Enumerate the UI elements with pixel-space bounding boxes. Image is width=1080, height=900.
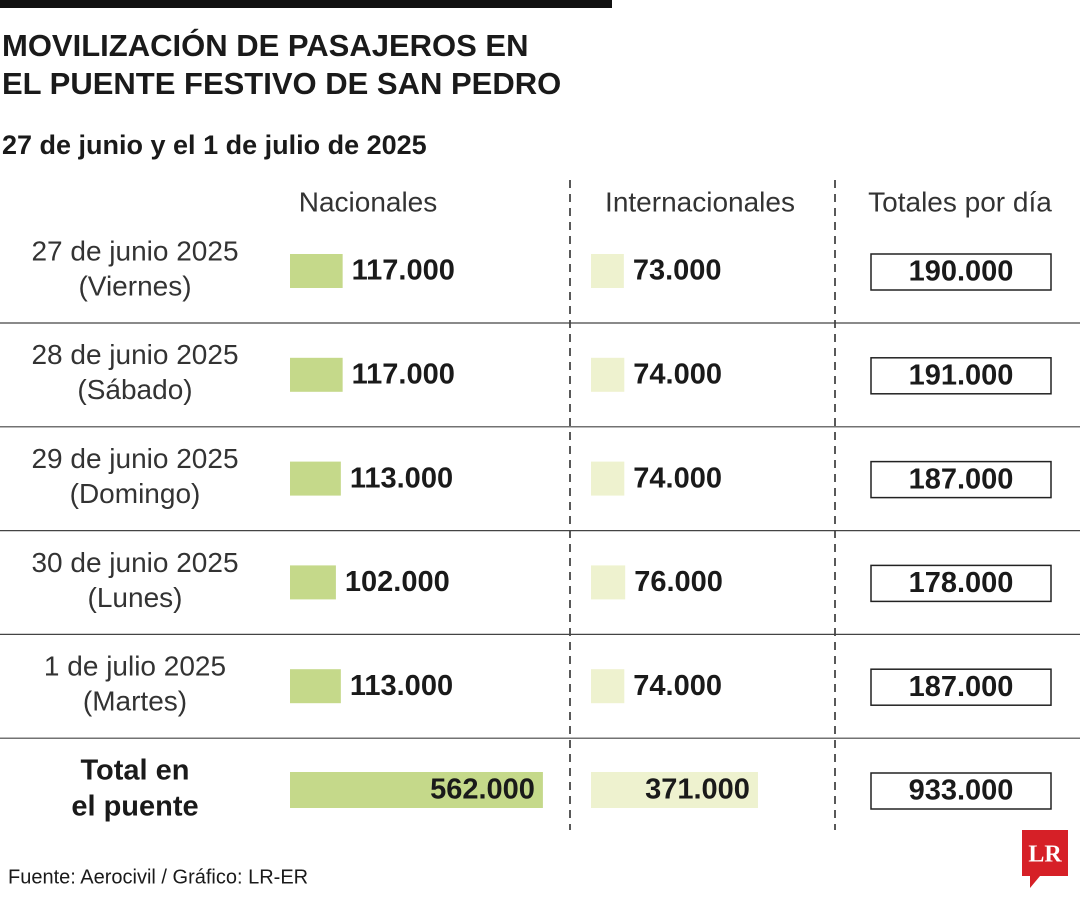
- row-label: (Sábado): [77, 374, 192, 405]
- row-label: (Lunes): [88, 582, 183, 613]
- bar: [290, 565, 336, 600]
- row-label: (Martes): [83, 686, 187, 717]
- bar: [591, 565, 626, 600]
- source: Fuente: Aerocivil / Gráfico: LR-ER: [8, 866, 308, 888]
- total-label: 187.000: [909, 671, 1014, 703]
- total-box: [870, 772, 1052, 810]
- row-label: 30 de junio 2025: [31, 547, 238, 578]
- value-label: 117.000: [352, 255, 455, 287]
- value-label: 74.000: [633, 358, 722, 390]
- total-bar: [290, 772, 543, 808]
- top-bar: [0, 0, 612, 8]
- bar: [290, 254, 343, 288]
- value-label: 73.000: [633, 255, 722, 287]
- value-label: 117.000: [352, 358, 455, 390]
- total-box: [870, 564, 1052, 603]
- bar: [591, 669, 625, 704]
- total-label: 191.000: [909, 359, 1014, 391]
- row-label: 28 de junio 2025: [31, 339, 238, 370]
- value-label: 74.000: [633, 462, 722, 494]
- total-value-label: 371.000: [645, 774, 750, 806]
- value-label: 113.000: [350, 462, 453, 494]
- row-label: 1 de julio 2025: [44, 651, 226, 682]
- total-box: [870, 253, 1052, 291]
- row-label: 29 de junio 2025: [31, 443, 238, 474]
- logo-badge: [1022, 830, 1068, 888]
- total-box: [870, 668, 1052, 706]
- total-row-label: el puente: [71, 791, 198, 823]
- value-label: 74.000: [633, 670, 722, 702]
- row-label: (Viernes): [78, 270, 191, 301]
- total-bar: [591, 772, 758, 808]
- total-row-label: Total en: [80, 755, 189, 787]
- bar: [290, 669, 341, 704]
- bar: [591, 461, 625, 496]
- value-label: 76.000: [634, 566, 723, 598]
- total-value-label: 562.000: [430, 774, 535, 806]
- value-label: 113.000: [350, 670, 453, 702]
- title: MOVILIZACIÓN DE PASAJEROS EN: [2, 27, 529, 63]
- total-box: [870, 460, 1052, 499]
- subtitle: 27 de junio y el 1 de julio de 2025: [2, 130, 427, 160]
- column-header: Totales por día: [868, 186, 1052, 217]
- total-label: 187.000: [909, 463, 1014, 495]
- bar: [290, 357, 343, 392]
- total-label: 190.000: [909, 256, 1014, 288]
- column-header: Nacionales: [299, 186, 438, 217]
- row-label: (Domingo): [70, 478, 201, 509]
- value-label: 102.000: [345, 566, 450, 598]
- logo: LR: [1028, 842, 1062, 868]
- total-label: 178.000: [909, 567, 1014, 599]
- title: EL PUENTE FESTIVO DE SAN PEDRO: [2, 66, 561, 101]
- bar: [591, 254, 624, 288]
- bar: [591, 357, 625, 392]
- column-header: Internacionales: [605, 186, 795, 217]
- row-label: 27 de junio 2025: [31, 235, 238, 266]
- bar: [290, 461, 341, 496]
- total-box: [870, 357, 1052, 395]
- grand-total-label: 933.000: [909, 775, 1014, 807]
